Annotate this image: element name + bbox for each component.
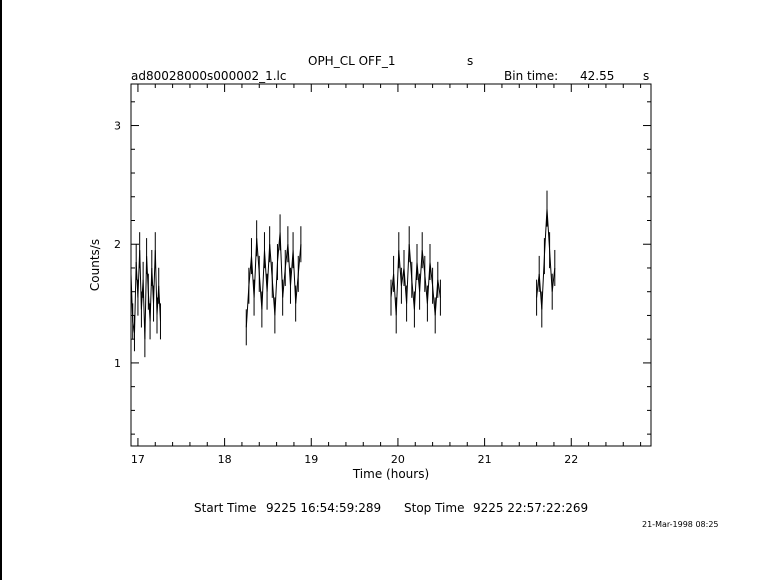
start-time-label: Start Time bbox=[194, 501, 257, 515]
light-curve-segment-2 bbox=[245, 232, 302, 328]
x-tick-label: 17 bbox=[131, 453, 145, 466]
x-tick-label: 22 bbox=[564, 453, 578, 466]
axis-ticks bbox=[131, 84, 651, 446]
start-time-value: 9225 16:54:59:289 bbox=[266, 501, 381, 515]
y-tick-label: 3 bbox=[114, 120, 121, 133]
y-axis-label: Counts/s bbox=[88, 239, 102, 291]
x-tick-label: 21 bbox=[478, 453, 492, 466]
bin-time-unit: s bbox=[643, 69, 649, 83]
x-axis-label: Time (hours) bbox=[352, 467, 429, 481]
y-tick-label: 2 bbox=[114, 238, 121, 251]
x-tick-label: 18 bbox=[218, 453, 232, 466]
filename-label: ad80028000s000002_1.lc bbox=[131, 69, 287, 83]
window-left-border bbox=[0, 0, 2, 580]
axis-tick-labels: 17 18 19 20 21 22 1 2 3 bbox=[114, 120, 578, 466]
object-unit: s bbox=[467, 54, 473, 68]
light-curve-segment-1 bbox=[130, 250, 161, 340]
bin-time-label: Bin time: bbox=[504, 69, 558, 83]
data-series bbox=[130, 190, 556, 358]
stop-time-label: Stop Time bbox=[404, 501, 464, 515]
x-tick-label: 20 bbox=[391, 453, 405, 466]
date-stamp: 21-Mar-1998 08:25 bbox=[642, 520, 719, 529]
object-label: OPH_CL OFF_1 bbox=[308, 54, 395, 68]
y-tick-label: 1 bbox=[114, 357, 121, 370]
x-tick-label: 19 bbox=[304, 453, 318, 466]
bin-time-value: 42.55 bbox=[580, 69, 614, 83]
plot-frame bbox=[130, 83, 652, 447]
stop-time-value: 9225 22:57:22:269 bbox=[473, 501, 588, 515]
